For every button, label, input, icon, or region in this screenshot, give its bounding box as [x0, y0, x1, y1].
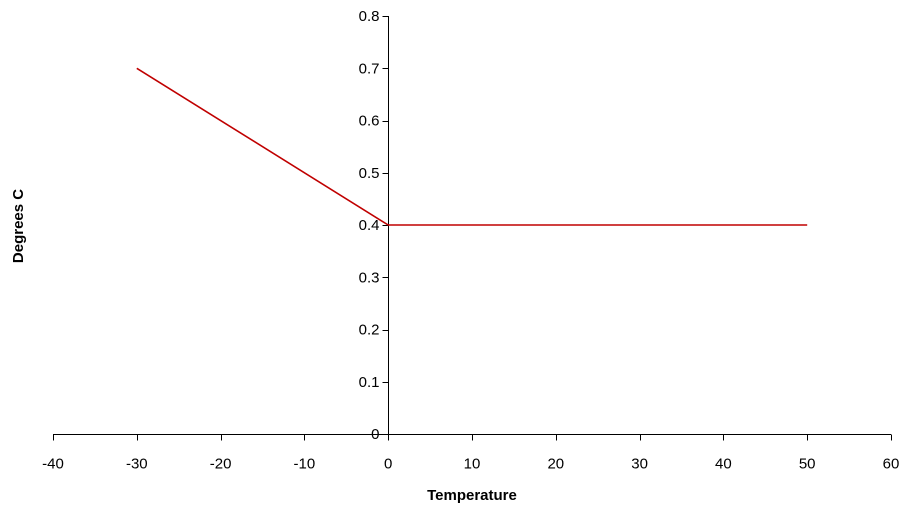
x-tick-label: -20 [210, 456, 232, 473]
series-group [136, 67, 808, 226]
x-axis: -40 -30 -20 -10 0 10 20 30 40 50 60 [42, 434, 900, 473]
x-tick-label: 10 [464, 456, 481, 473]
y-tick-label: 0.1 [359, 374, 380, 391]
x-tick-label: 0 [384, 456, 392, 473]
series-line [136, 67, 808, 226]
x-axis-title: Temperature [427, 487, 517, 504]
y-tick-label: 0.6 [359, 113, 380, 130]
x-tick-label: 20 [547, 456, 564, 473]
y-axis: 00.10.20.30.40.50.60.70.8 [359, 8, 389, 443]
y-tick-label: 0.4 [359, 217, 380, 234]
x-tick-label: 50 [799, 456, 816, 473]
y-tick-label: 0.2 [359, 322, 380, 339]
x-tick-label: 30 [631, 456, 648, 473]
x-tick-label: -10 [294, 456, 316, 473]
y-tick-label: 0.5 [359, 165, 380, 182]
y-tick-label: 0.8 [359, 8, 380, 25]
y-tick-label: 0.7 [359, 60, 380, 77]
x-tick-label: -30 [126, 456, 148, 473]
x-tick-label: -40 [42, 456, 64, 473]
y-axis-title: Degrees C [10, 189, 27, 263]
x-tick-label: 40 [715, 456, 732, 473]
x-tick-label: 60 [883, 456, 900, 473]
y-tick-label: 0.3 [359, 269, 380, 286]
